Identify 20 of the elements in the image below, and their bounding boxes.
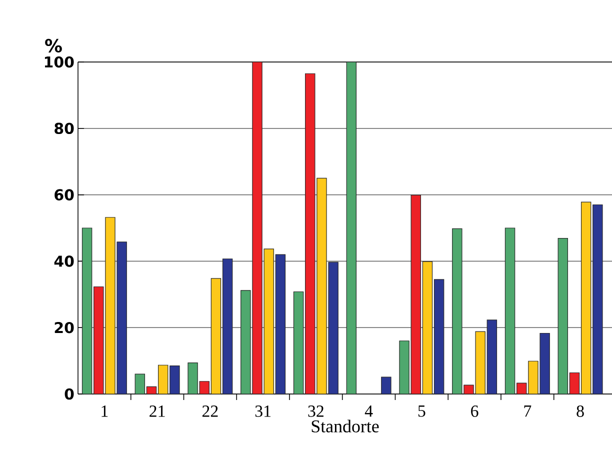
x-axis-title: Standorte: [312, 420, 379, 432]
y-tick-label: 0: [64, 388, 74, 400]
x-tick-label: 4: [364, 406, 373, 417]
y-tick-label: 20: [54, 322, 74, 334]
x-tick-label: 5: [418, 406, 426, 417]
x-tick-label: 22: [202, 406, 218, 417]
y-tick-label: 80: [54, 122, 74, 134]
x-tick-label: 6: [471, 406, 478, 417]
x-tick-label: 8: [576, 406, 584, 417]
y-tick-label: 40: [54, 256, 74, 267]
bar: [346, 62, 357, 394]
bar: [381, 376, 392, 394]
x-tick-label: 7: [524, 406, 532, 417]
x-tick-label: 31: [255, 406, 271, 417]
x-tick-label: 32: [308, 406, 324, 417]
y-axis-title: %: [45, 38, 62, 52]
x-tick-label: 21: [150, 406, 165, 417]
y-tick-label: 100: [44, 56, 74, 68]
x-tick-label: 1: [102, 406, 108, 417]
y-tick-label: 60: [54, 189, 74, 200]
